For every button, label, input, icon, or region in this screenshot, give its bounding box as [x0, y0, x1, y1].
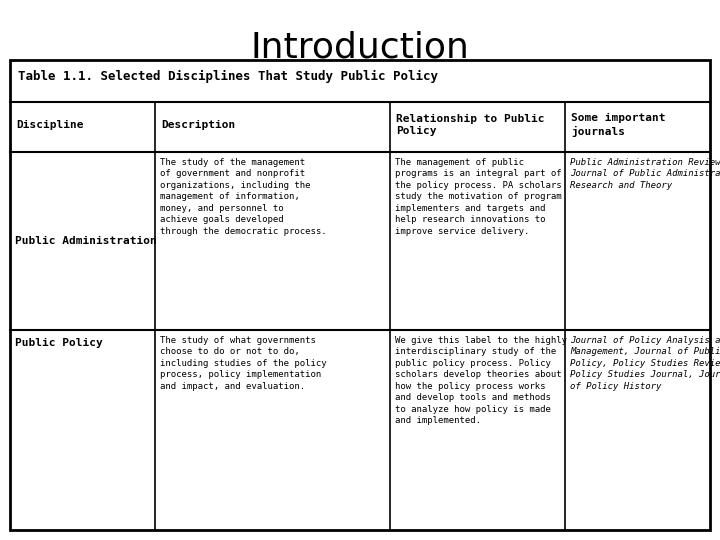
- Text: Public Administration Review,
Journal of Public Administration
Research and Theo: Public Administration Review, Journal of…: [570, 158, 720, 190]
- Text: Discipline: Discipline: [16, 120, 84, 130]
- Text: Table 1.1. Selected Disciplines That Study Public Policy: Table 1.1. Selected Disciplines That Stu…: [18, 70, 438, 83]
- Text: The study of what governments
choose to do or not to do,
including studies of th: The study of what governments choose to …: [160, 336, 327, 391]
- Text: Public Administration: Public Administration: [15, 236, 157, 246]
- Text: Introduction: Introduction: [251, 30, 469, 64]
- Text: The study of the management
of government and nonprofit
organizations, including: The study of the management of governmen…: [160, 158, 327, 235]
- Text: Journal of Policy Analysis and
Management, Journal of Public
Policy, Policy Stud: Journal of Policy Analysis and Managemen…: [570, 336, 720, 391]
- Text: The management of public
programs is an integral part of
the policy process. PA : The management of public programs is an …: [395, 158, 562, 235]
- Text: Some important
journals: Some important journals: [571, 113, 665, 137]
- Text: We give this label to the highly
interdisciplinary study of the
public policy pr: We give this label to the highly interdi…: [395, 336, 567, 425]
- Text: Public Policy: Public Policy: [15, 338, 103, 348]
- Text: Relationship to Public
Policy: Relationship to Public Policy: [396, 114, 544, 136]
- Bar: [10, 60, 710, 530]
- Text: Description: Description: [161, 120, 235, 130]
